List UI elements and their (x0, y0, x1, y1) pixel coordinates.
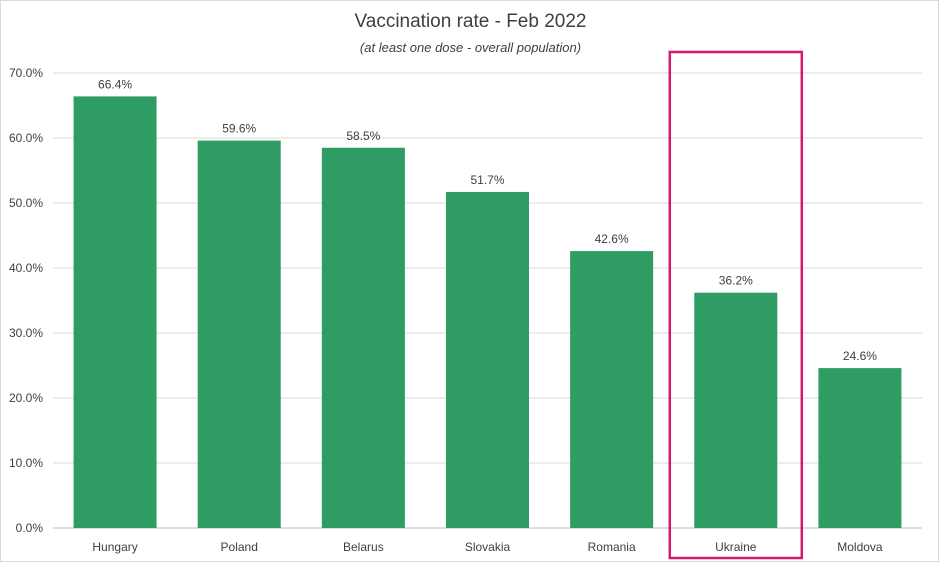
y-tick-label: 40.0% (9, 261, 43, 275)
y-tick-label: 60.0% (9, 131, 43, 145)
bar (321, 147, 405, 528)
x-tick-label: Romania (588, 540, 636, 554)
x-tick-label: Moldova (837, 540, 883, 554)
x-tick-label: Belarus (343, 540, 384, 554)
y-tick-label: 20.0% (9, 391, 43, 405)
x-tick-label: Ukraine (715, 540, 757, 554)
data-label: 51.7% (470, 173, 504, 187)
y-tick-label: 50.0% (9, 196, 43, 210)
highlight-box (668, 50, 804, 560)
bar (694, 292, 778, 528)
bar (73, 96, 157, 529)
y-tick-label: 10.0% (9, 456, 43, 470)
bar (570, 251, 654, 528)
x-tick-label: Poland (221, 540, 258, 554)
y-tick-label: 70.0% (9, 66, 43, 80)
x-tick-label: Hungary (92, 540, 137, 554)
y-tick-label: 0.0% (16, 521, 44, 535)
bar (197, 140, 281, 528)
data-label: 59.6% (222, 122, 256, 136)
x-tick-label: Slovakia (465, 540, 511, 554)
data-label: 58.5% (346, 129, 380, 143)
data-label: 36.2% (719, 274, 753, 288)
chart-subtitle: (at least one dose - overall population) (359, 40, 582, 55)
data-label: 42.6% (595, 232, 629, 246)
data-label: 24.6% (843, 349, 877, 363)
data-label: 66.4% (98, 77, 132, 91)
chart-title: Vaccination rate - Feb 2022 (354, 11, 587, 32)
bar (818, 368, 902, 528)
bar (446, 191, 529, 528)
y-tick-label: 30.0% (9, 326, 43, 340)
